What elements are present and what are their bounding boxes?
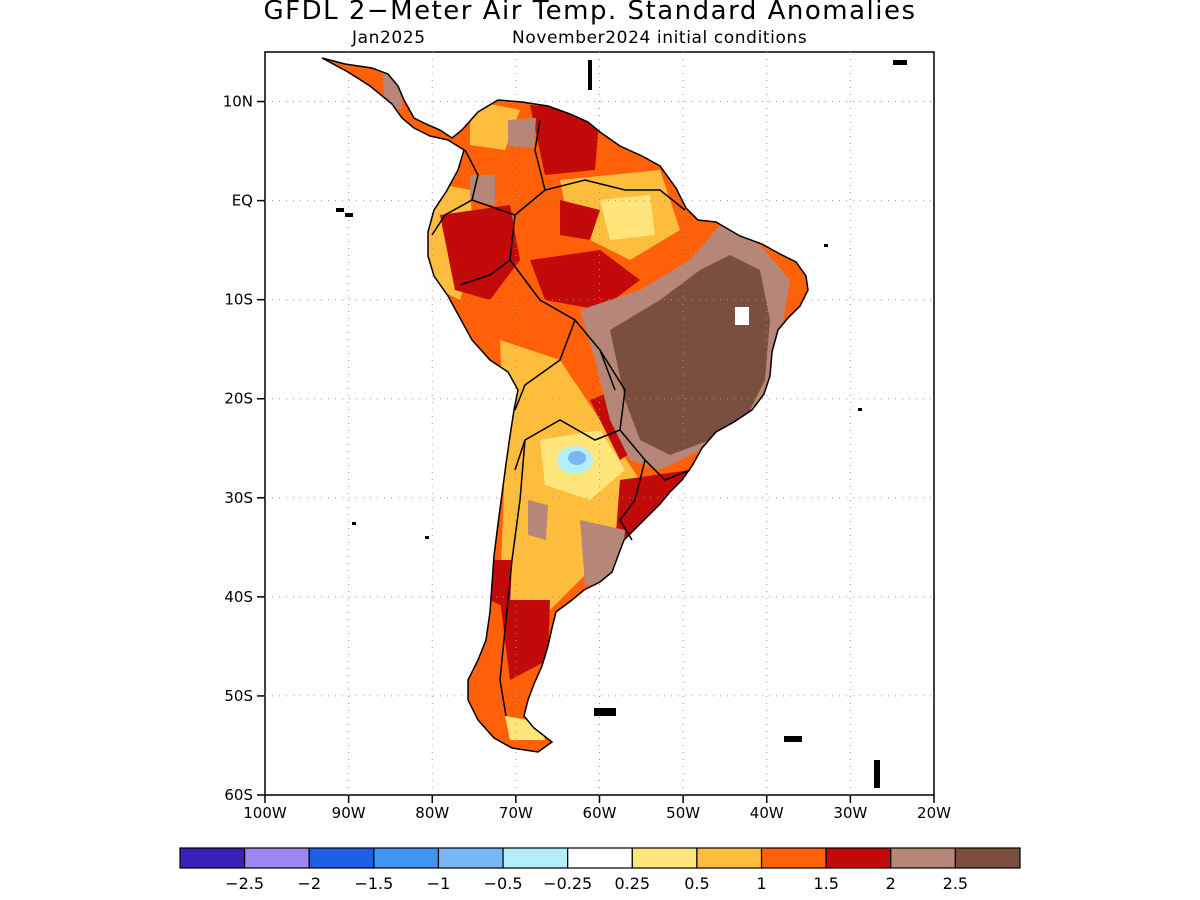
colorbar-label: 2 bbox=[886, 874, 896, 893]
lon-tick-label: 40W bbox=[750, 804, 784, 822]
country-borders bbox=[431, 119, 691, 717]
graticule bbox=[265, 52, 934, 795]
colorbar-label: −0.5 bbox=[484, 874, 523, 893]
colorbar-label: −1.5 bbox=[354, 874, 393, 893]
colorbar-label: 2.5 bbox=[943, 874, 968, 893]
colorbar-swatch bbox=[502, 847, 569, 869]
lat-tick-label: 60S bbox=[224, 786, 253, 804]
colorbar-swatch bbox=[825, 847, 892, 869]
lat-tick-label: 20S bbox=[224, 390, 253, 408]
colorbar-swatch bbox=[437, 847, 504, 869]
coastline bbox=[321, 57, 809, 753]
colorbar-swatch bbox=[179, 847, 246, 869]
colorbar: −2.5 −2 −1.5 −1 −0.5 −0.25 0.25 0.5 1 1.5 2 2.5 bbox=[179, 847, 1021, 893]
colorbar-label: 0.5 bbox=[684, 874, 709, 893]
lat-tick-label: EQ bbox=[232, 192, 253, 210]
colorbar-swatch bbox=[760, 847, 827, 869]
map-title: GFDL 2−Meter Air Temp. Standard Anomalie… bbox=[263, 0, 917, 26]
lon-tick-label: 90W bbox=[332, 804, 366, 822]
lat-tick-label: 40S bbox=[224, 588, 253, 606]
missing-data-patch bbox=[735, 307, 749, 325]
lon-tick-label: 100W bbox=[243, 804, 287, 822]
colorbar-label: 0.25 bbox=[614, 874, 650, 893]
lon-tick-label: 20W bbox=[917, 804, 951, 822]
colorbar-swatch bbox=[631, 847, 698, 869]
lon-tick-label: 30W bbox=[833, 804, 867, 822]
lon-tick-label: 70W bbox=[499, 804, 533, 822]
colorbar-label: 1.5 bbox=[813, 874, 838, 893]
colorbar-swatch bbox=[373, 847, 440, 869]
lat-tick-label: 10S bbox=[224, 291, 253, 309]
valid-month: Jan2025 bbox=[352, 28, 426, 48]
colorbar-swatch bbox=[567, 847, 633, 869]
colorbar-swatch bbox=[890, 847, 956, 869]
colorbar-label: −2.5 bbox=[225, 874, 264, 893]
colorbar-swatch bbox=[954, 847, 1021, 869]
anomaly-shade-3 bbox=[610, 255, 770, 455]
lon-tick-label: 80W bbox=[415, 804, 449, 822]
colorbar-label: −0.25 bbox=[543, 874, 592, 893]
lat-tick-label: 30S bbox=[224, 489, 253, 507]
lon-tick-label: 50W bbox=[666, 804, 700, 822]
colorbar-swatch bbox=[308, 847, 375, 869]
anomaly-shade-2-5 bbox=[382, 68, 790, 585]
lat-tick-label: 10N bbox=[223, 93, 253, 111]
lon-tick-label: 60W bbox=[583, 804, 617, 822]
initial-conditions-label: November2024 initial conditions bbox=[512, 28, 808, 48]
lat-tick-label: 50S bbox=[224, 687, 253, 705]
colorbar-swatch bbox=[244, 847, 310, 869]
colorbar-swatch bbox=[696, 847, 763, 869]
islands bbox=[336, 60, 907, 788]
colorbar-label: 1 bbox=[756, 874, 766, 893]
colorbar-label: −1 bbox=[427, 874, 451, 893]
colorbar-label: −2 bbox=[297, 874, 321, 893]
anomaly-shade-neg-0-5 bbox=[568, 451, 586, 465]
